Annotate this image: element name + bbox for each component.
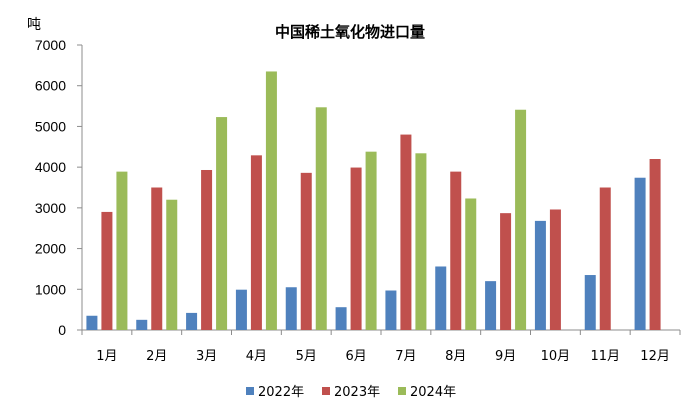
bar-2023年-9月 xyxy=(500,213,512,330)
bar-2024年-4月 xyxy=(265,71,277,330)
y-tick-label: 7000 xyxy=(35,37,66,53)
bar-2023年-4月 xyxy=(250,155,262,330)
bar-2022年-12月 xyxy=(634,177,646,330)
x-tick-label: 8月 xyxy=(445,349,466,364)
bar-2023年-6月 xyxy=(350,167,362,330)
bar-2024年-1月 xyxy=(116,171,128,330)
x-tick-label: 6月 xyxy=(345,349,366,364)
y-tick-label: 3000 xyxy=(35,200,66,216)
bar-2023年-3月 xyxy=(201,169,213,330)
bar-2024年-2月 xyxy=(166,199,178,330)
y-tick-label: 4000 xyxy=(35,159,66,175)
x-tick-label: 2月 xyxy=(146,349,167,364)
bar-2022年-10月 xyxy=(534,220,546,330)
x-tick-label: 10月 xyxy=(541,349,571,364)
legend-swatch xyxy=(246,387,254,395)
bar-2023年-8月 xyxy=(450,171,462,330)
y-axis-unit: 吨 xyxy=(27,17,41,33)
bar-2023年-11月 xyxy=(599,187,611,330)
legend-label: 2024年 xyxy=(410,385,456,400)
bar-2022年-6月 xyxy=(335,307,347,330)
bar-2022年-8月 xyxy=(435,266,447,330)
bar-2024年-8月 xyxy=(465,198,477,330)
bar-2024年-6月 xyxy=(365,151,377,330)
y-tick-label: 5000 xyxy=(35,118,66,134)
x-tick-label: 1月 xyxy=(96,349,117,364)
legend-swatch xyxy=(322,387,330,395)
bar-2022年-9月 xyxy=(485,281,497,330)
y-tick-label: 0 xyxy=(58,322,66,338)
bar-2024年-9月 xyxy=(515,109,527,330)
bar-2024年-7月 xyxy=(415,153,427,330)
bar-2023年-5月 xyxy=(300,172,312,330)
x-tick-label: 3月 xyxy=(196,349,217,364)
x-tick-label: 12月 xyxy=(640,349,670,364)
bar-2022年-4月 xyxy=(235,289,247,330)
bar-2022年-5月 xyxy=(285,287,297,330)
bar-2022年-2月 xyxy=(136,319,148,330)
y-tick-label: 1000 xyxy=(35,281,66,297)
bar-2022年-7月 xyxy=(385,290,397,330)
bar-2023年-12月 xyxy=(649,159,661,330)
chart-title: 中国稀土氧化物进口量 xyxy=(275,23,425,41)
legend-swatch xyxy=(398,387,406,395)
x-tick-label: 9月 xyxy=(495,349,516,364)
bar-2024年-5月 xyxy=(315,107,327,331)
bar-2022年-3月 xyxy=(186,312,198,330)
legend-label: 2023年 xyxy=(334,385,380,400)
bar-2022年-1月 xyxy=(86,315,98,330)
bar-2023年-7月 xyxy=(400,134,412,330)
plot-area: 0 1000 2000 3000 4000 5000 6000 7000 1月 2月 3月 4月 5月 6… xyxy=(35,37,681,364)
bar-2023年-1月 xyxy=(101,211,113,330)
x-tick-label: 4月 xyxy=(246,349,267,364)
x-tick-label: 5月 xyxy=(296,349,317,364)
legend-label: 2022年 xyxy=(258,385,304,400)
y-tick-label: 2000 xyxy=(35,241,66,257)
bar-2022年-11月 xyxy=(584,275,596,330)
legend: 2022年 2023年 2024年 xyxy=(246,385,456,400)
x-tick-label: 7月 xyxy=(395,349,416,364)
bar-2024年-3月 xyxy=(216,117,228,330)
x-tick-label: 11月 xyxy=(590,349,620,364)
bar-2023年-2月 xyxy=(151,187,163,330)
bar-2023年-10月 xyxy=(549,209,561,330)
y-tick-label: 6000 xyxy=(35,78,66,94)
